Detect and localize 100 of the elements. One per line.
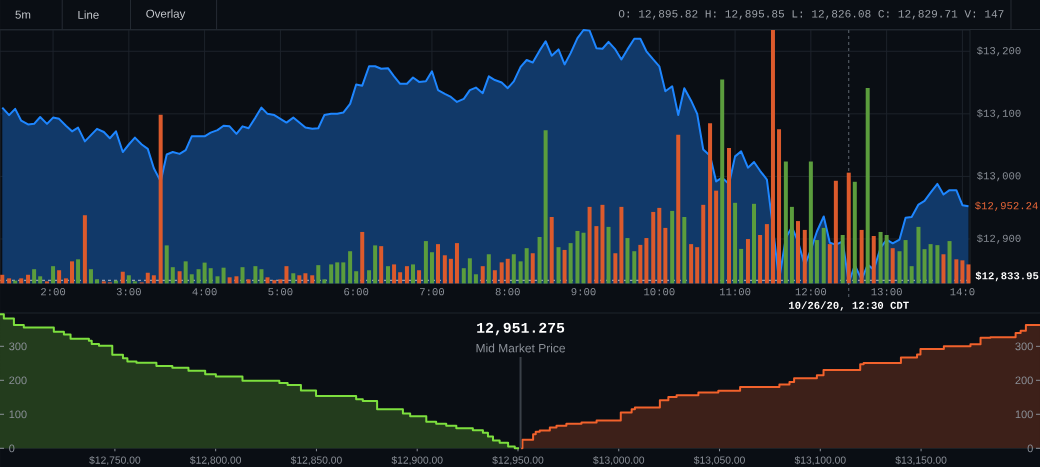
bar [448,258,453,284]
bar [373,245,378,284]
bar [663,227,668,284]
bar [246,279,251,284]
bar [632,251,637,284]
bar [208,268,213,284]
bar [51,266,56,284]
bar [865,88,870,284]
bar [392,264,397,284]
x-tick-label: 9:00 [571,288,596,296]
y2-tick-label: 0 [1027,444,1033,453]
bar [954,259,959,284]
bar [575,230,580,284]
bar [764,224,769,284]
bar [897,251,902,284]
bar [360,231,365,284]
bar [689,244,694,284]
text: 5m [15,10,31,19]
bar [947,241,952,284]
bar [625,238,630,284]
x-tick-label: 12:00 [795,288,827,296]
y-tick-label: 0 [9,444,15,453]
y-tick-label: $13,100 [977,109,1021,119]
x-tick-label: 5:00 [268,288,293,296]
bar [783,161,788,284]
ref-line-label: 12,951.275 [477,322,565,336]
bar [941,254,946,284]
y-tick-label: $12,900 [977,234,1021,244]
bar [777,129,782,284]
bar [473,274,478,284]
bar [695,247,700,284]
y-tick-label: $13,000 [977,171,1021,182]
bar [454,243,459,284]
bar [846,172,851,284]
bar [202,262,207,284]
bar [486,254,491,284]
bar [852,181,857,284]
x-tick-label: 11:00 [719,288,751,296]
x-tick-label: $13,050.00 [693,456,745,465]
bar [657,207,662,284]
x-tick-label: 7:00 [420,288,445,296]
bar [82,215,87,284]
bar [556,247,561,284]
bar [859,229,864,284]
bar [7,278,12,284]
text: Overlay [146,9,186,21]
bar [714,190,719,284]
bar [670,210,675,284]
bar [341,262,346,284]
bar [752,203,757,284]
bar [442,255,447,284]
bar [480,266,485,284]
x-tick-label: 8:00 [495,288,520,296]
bar [278,279,283,284]
bar [151,275,156,284]
bar [461,268,466,284]
bar [259,269,264,284]
bar [272,280,277,284]
bar [808,161,813,284]
x-tick-label: 10:00 [644,288,675,296]
bar [890,248,895,284]
bar [568,243,573,284]
y2-tick-label: 100 [1015,410,1033,419]
bar [183,261,188,284]
x-tick-label: $13,100.00 [794,456,846,465]
bar [701,204,706,284]
bar [329,264,334,284]
bar [429,252,434,284]
bar [492,270,497,284]
bar [733,202,738,284]
bar [417,270,422,284]
ref-line-label: $12,833.95 [975,271,1039,282]
bar [884,235,889,284]
bar [386,266,390,284]
bar [727,148,732,284]
bar [367,270,372,284]
bar [253,266,258,284]
bar [297,275,302,284]
bar [348,251,353,284]
bar [215,276,220,284]
ref-line-label: 10/26/20, 12:30 CDT [789,301,909,311]
bar [177,271,182,284]
y-tick-label: $13,200 [977,46,1021,57]
annotation: Mid Market Price [476,343,566,353]
bar [499,262,504,284]
bar [587,206,592,284]
bar [26,274,31,284]
bar [19,278,24,284]
bar [63,278,68,284]
bar [88,269,93,284]
bar [524,248,529,284]
bar [76,259,81,284]
bar [581,232,586,284]
bar [221,267,226,284]
bar [70,261,75,284]
bar [935,245,940,284]
y2-tick-label: 200 [1015,376,1033,385]
x-tick-label: 3:00 [116,288,141,296]
bar [411,264,416,284]
bar [38,276,43,284]
